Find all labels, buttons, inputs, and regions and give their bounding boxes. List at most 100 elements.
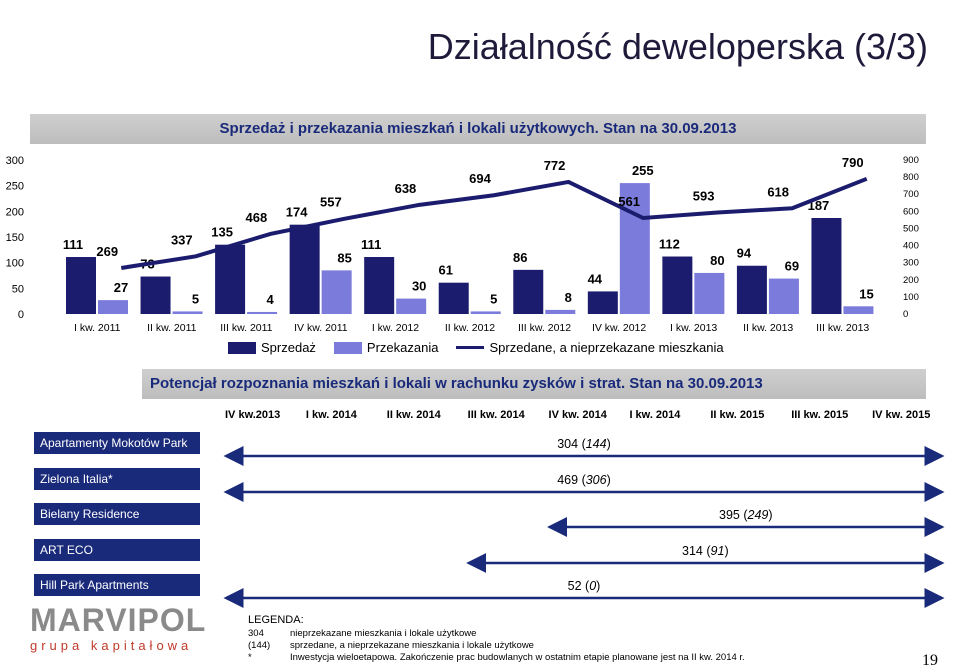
legend-row: (144) sprzedane, a nieprzekazane mieszkan… [248, 640, 745, 652]
legend-box: LEGENDA: 304 nieprzekazane mieszkania i l… [248, 614, 745, 664]
legend-swatch-sales [228, 341, 256, 354]
legend-label-sales: Sprzedaż [261, 340, 316, 355]
quarter-header: I kw. 2014 [305, 409, 357, 421]
data-label-unsold: 790 [842, 155, 864, 170]
logo-main-text: MARVIPOL [30, 602, 207, 638]
combo-chart: 0 50 100 150 200 250 300 0 100 200 300 400 500 600 700… [6, 155, 919, 334]
y-left-tick-label: 100 [6, 258, 24, 270]
legend-item-handovers: Przekazania [333, 340, 438, 355]
sold-unhanded-count: 144 [585, 437, 607, 451]
bar-sales [438, 282, 469, 314]
bar-sales [736, 265, 767, 314]
legend-text: Inwestycja wieloetapowa. Zakończenie pra… [290, 652, 745, 663]
data-label-handovers: 85 [337, 250, 351, 265]
x-tick-label: I kw. 2013 [670, 322, 717, 334]
quarter-header: IV kw. 2014 [548, 409, 607, 421]
y-right-tick-label: 100 [903, 292, 919, 303]
bar-sales [66, 257, 96, 314]
bar-sales [140, 276, 171, 314]
x-tick-label: III kw. 2013 [816, 322, 869, 334]
data-label-sales: 86 [513, 250, 527, 265]
y-left-tick-label: 0 [18, 309, 24, 321]
data-label-handovers: 5 [490, 291, 497, 306]
y-left-tick-label: 50 [12, 283, 24, 295]
bar-sales [587, 291, 618, 314]
paren-close: ) [596, 579, 601, 593]
chart-legend: Sprzedaż Przekazania Sprzedane, a nieprz… [228, 340, 742, 355]
project-label: Apartamenty Mokotów Park [34, 432, 200, 454]
project-value: 52 (0) [524, 579, 644, 593]
paren-close: ) [724, 544, 729, 558]
bar-handovers [247, 311, 278, 314]
sold-unhanded-count: 306 [585, 473, 607, 487]
x-tick-label: II kw. 2011 [147, 322, 197, 334]
legend-line-unsold [456, 346, 485, 349]
data-label-unsold: 468 [246, 210, 268, 225]
y-right-tick-label: 200 [903, 275, 919, 286]
bar-handovers [470, 311, 501, 314]
quarter-header: IV kw. 2015 [872, 409, 931, 421]
y-right-tick-label: 0 [903, 309, 908, 320]
data-label-sales: 174 [286, 205, 308, 220]
y-right-tick-label: 700 [903, 189, 919, 200]
bar-sales [662, 256, 693, 314]
data-label-sales: 111 [361, 237, 381, 252]
project-label: Zielona Italia* [34, 468, 200, 490]
bar-handovers [694, 272, 725, 314]
y-left-tick-label: 300 [6, 155, 24, 167]
quarter-header: III kw. 2015 [791, 409, 849, 421]
legend-swatch-handovers [333, 341, 362, 354]
legend-text: sprzedane, a nieprzekazane mieszkania i … [290, 640, 534, 651]
x-tick-label: IV kw. 2011 [294, 322, 348, 334]
y-right-tick-label: 500 [903, 223, 919, 234]
quarter-header: II kw. 2015 [710, 409, 765, 421]
logo-sub-text: grupa kapitałowa [30, 638, 193, 653]
data-label-unsold: 694 [469, 171, 491, 186]
y-left-tick-label: 200 [6, 206, 24, 218]
data-label-unsold: 593 [693, 189, 715, 204]
bar-handovers [843, 306, 874, 314]
paren-close: ) [768, 508, 773, 522]
x-tick-label: III kw. 2011 [220, 322, 272, 334]
data-label-handovers: 5 [192, 291, 199, 306]
legend-key: (144) [248, 640, 271, 651]
data-label-handovers: 69 [785, 259, 799, 274]
y-left-tick-label: 250 [6, 181, 24, 193]
sold-unhanded-count: 91 [710, 544, 725, 558]
legend-row: 304 nieprzekazane mieszkania i lokale uży… [248, 628, 745, 640]
quarter-header: II kw. 2014 [386, 409, 441, 421]
project-value: 314 (91) [645, 544, 765, 558]
legend-label-unsold: Sprzedane, a nieprzekazane mieszkania [489, 340, 724, 355]
paren-close: ) [606, 437, 611, 451]
bar-handovers [396, 298, 427, 314]
data-label-unsold: 772 [544, 158, 566, 173]
data-label-unsold: 638 [395, 181, 417, 196]
bar-handovers [768, 278, 799, 314]
quarter-header: III kw. 2014 [467, 409, 525, 421]
x-tick-label: IV kw. 2012 [592, 322, 646, 334]
data-label-handovers: 15 [859, 286, 873, 301]
bar-sales [811, 218, 842, 314]
line-unsold [120, 176, 868, 270]
bar-sales [289, 224, 320, 314]
bar-sales [215, 244, 246, 314]
sold-unhanded-count: 249 [747, 508, 769, 522]
bar-handovers [172, 311, 203, 314]
data-label-handovers: 255 [632, 163, 654, 178]
y-right-tick-label: 300 [903, 258, 919, 269]
bar-sales [513, 269, 544, 314]
data-label-handovers: 8 [565, 290, 572, 305]
data-label-sales: 135 [211, 225, 233, 240]
data-label-handovers: 4 [266, 292, 274, 307]
project-label: Hill Park Apartments [34, 574, 200, 596]
data-label-unsold: 561 [618, 194, 640, 209]
y-right-tick-label: 600 [903, 206, 919, 217]
x-tick-label: I kw. 2011 [74, 322, 121, 334]
x-tick-label: II kw. 2013 [743, 322, 793, 334]
unhanded-count: 304 ( [557, 437, 586, 451]
chart-title: Sprzedaż i przekazania mieszkań i lokali… [30, 114, 926, 144]
paren-close: ) [606, 473, 611, 487]
page-number: 19 [922, 652, 938, 669]
data-label-sales: 112 [659, 237, 680, 252]
legend-item-unsold: Sprzedane, a nieprzekazane mieszkania [456, 340, 724, 355]
